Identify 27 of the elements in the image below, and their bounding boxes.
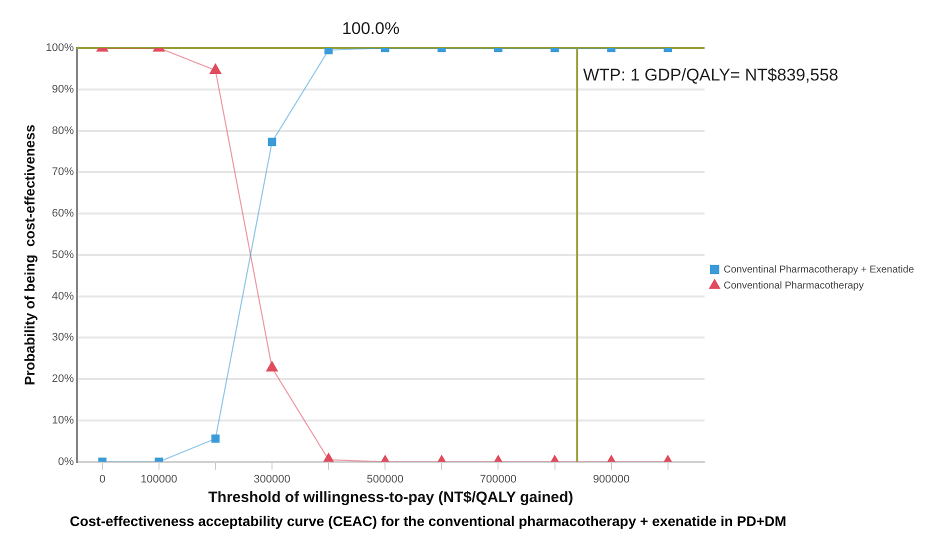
y-tick-label: 50% bbox=[52, 248, 74, 261]
y-tick-label: 0% bbox=[58, 456, 74, 468]
y-tick-label: 80% bbox=[52, 124, 74, 137]
x-tick-label: 700000 bbox=[480, 473, 517, 486]
x-tick-label: 500000 bbox=[366, 473, 404, 486]
legend-label: Conventional Pharmacotherapy bbox=[724, 280, 864, 292]
x-tick-label: 300000 bbox=[254, 473, 290, 486]
point bbox=[324, 48, 333, 54]
legend-label: Conventinal Pharmacotherapy + Exenatide bbox=[724, 264, 914, 276]
y-tick-label: 20% bbox=[52, 373, 74, 386]
y-tick-label: 70% bbox=[52, 166, 74, 178]
point bbox=[268, 138, 276, 146]
y-tick-label: 60% bbox=[52, 208, 74, 220]
x-tick-label: 0 bbox=[99, 473, 106, 486]
text: Cost-effectiveness acceptability curve (CEAC) for the conventional pharmacotherapy + exenatide in PD+DM bbox=[70, 512, 786, 529]
x-tick-label: 900000 bbox=[592, 473, 630, 486]
x-axis-title: Threshold of willingness-to-pay (NT$/QALY gained) bbox=[208, 489, 574, 506]
y-tick-label: 10% bbox=[52, 414, 74, 426]
y-tick-label: 100% bbox=[46, 42, 74, 54]
point bbox=[266, 361, 278, 372]
y-axis-title: Probability of being cost-effectiveness bbox=[21, 124, 38, 386]
y-tick-label: 40% bbox=[52, 290, 74, 302]
y-tick-label: 30% bbox=[52, 332, 74, 344]
ref-line-label: 100.0% bbox=[342, 19, 400, 38]
x-tick-label: 100000 bbox=[140, 473, 178, 486]
y-tick-label: 90% bbox=[52, 83, 74, 96]
ref-line-label: WTP: 1 GDP/QALY= NT$839,558 bbox=[583, 66, 838, 85]
